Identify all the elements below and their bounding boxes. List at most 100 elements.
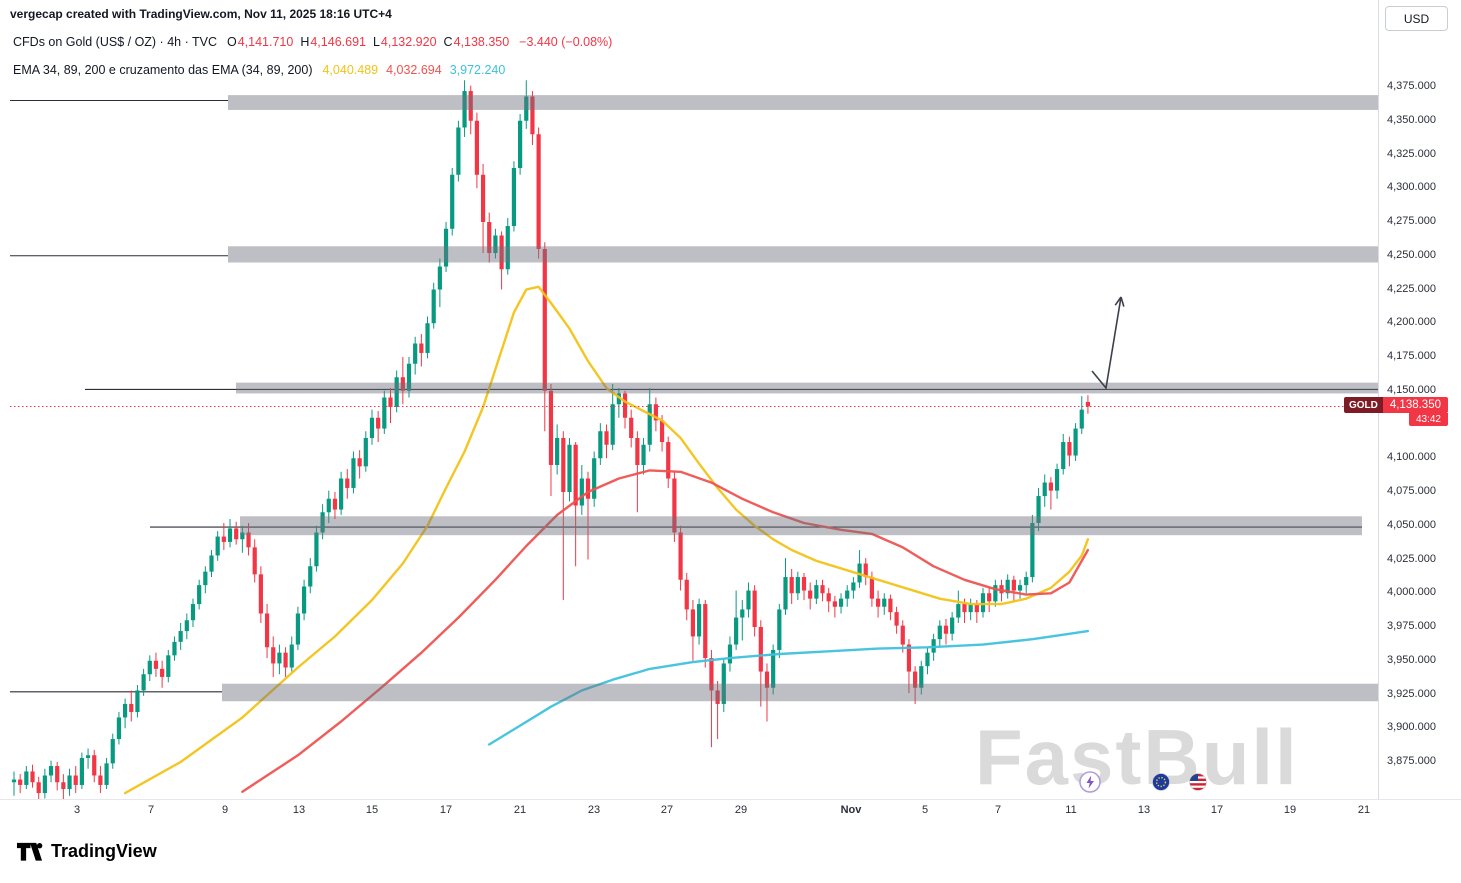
candle-body <box>209 555 214 572</box>
candle-body <box>419 343 424 353</box>
low-value: 4,132.920 <box>380 35 437 49</box>
candle-body <box>172 641 177 656</box>
candle-body <box>1036 496 1041 524</box>
candle-body <box>937 625 942 640</box>
open-value: 4,141.710 <box>237 35 294 49</box>
us-flag-event-icon[interactable] <box>1189 773 1207 791</box>
candle-body <box>919 666 924 688</box>
candle-body <box>629 417 634 438</box>
candle-body <box>227 528 233 542</box>
candle-body <box>592 458 597 499</box>
candle-body <box>437 266 442 290</box>
price-chip-row: GOLD 4,138.350 <box>1343 397 1448 414</box>
candle-body <box>518 120 523 168</box>
price-axis-label: 4,175.000 <box>1387 350 1436 362</box>
candle-body <box>906 644 912 672</box>
ema-200-line <box>488 629 1090 746</box>
candle-body <box>703 604 708 659</box>
candle-body <box>1048 482 1053 491</box>
eu-flag-event-icon[interactable] <box>1152 773 1170 791</box>
trend-arrow-annotation[interactable] <box>1091 296 1122 390</box>
supply-demand-zone[interactable] <box>228 246 1378 263</box>
candle-body <box>573 444 578 506</box>
candle-body <box>98 775 103 785</box>
candle-body <box>814 585 819 599</box>
ohlc-high: H4,146.691 <box>300 35 366 49</box>
ohlc-low: L4,132.920 <box>373 35 437 49</box>
time-axis-label: 13 <box>1137 804 1151 816</box>
candle-body <box>635 438 640 465</box>
price-axis-label: 4,250.000 <box>1387 248 1436 261</box>
candle-body <box>357 458 362 467</box>
candle-body <box>36 782 41 794</box>
price-axis-label: 4,000.000 <box>1387 586 1436 599</box>
indicator-legend: EMA 34, 89, 200 e cruzamento das EMA (34… <box>13 63 513 77</box>
candle-body <box>166 655 171 677</box>
ema34-value: 4,040.489 <box>322 63 379 77</box>
candle-body <box>888 598 893 613</box>
candle-body <box>1054 469 1060 491</box>
currency-usd-button[interactable]: USD <box>1385 6 1448 31</box>
lightning-event-icon[interactable] <box>1079 771 1101 793</box>
price-axis-label: 4,150.000 <box>1387 383 1436 396</box>
candle-body <box>746 590 751 610</box>
price-change: −3.440 (−0.08%) <box>519 35 613 49</box>
candle-body <box>425 323 430 353</box>
candle-body <box>363 438 368 467</box>
candle-body <box>801 577 807 591</box>
candle-body <box>524 96 529 121</box>
candle-body <box>900 625 905 645</box>
eu-stars-ring <box>1155 776 1167 788</box>
symbol-title[interactable]: CFDs on Gold (US$ / OZ) · 4h · TVC <box>13 35 217 49</box>
supply-demand-zone[interactable] <box>240 516 1362 536</box>
time-axis-label: 29 <box>734 804 748 816</box>
ohlc-close: C4,138.350 <box>444 35 510 49</box>
candle-body <box>974 604 979 613</box>
candle-body <box>339 478 344 510</box>
candle-body <box>894 612 899 626</box>
candle-body <box>376 417 381 429</box>
candle-body <box>406 363 412 391</box>
time-axis-label: 5 <box>921 804 929 816</box>
candle-body <box>783 577 788 610</box>
candle-body <box>678 532 683 580</box>
supply-demand-zone[interactable] <box>222 683 1378 702</box>
candle-body <box>135 690 140 713</box>
candle-body <box>215 536 220 556</box>
candle-body <box>740 609 745 618</box>
candle-body <box>234 528 239 540</box>
candle-body <box>73 775 78 785</box>
price-axis-label: 4,100.000 <box>1387 451 1436 464</box>
time-axis[interactable]: 3 7 9 13 15 17 21 23 27 29 Nov 5 7 11 13 17 19 21 <box>0 799 1461 826</box>
tradingview-brand-link[interactable]: TradingView <box>16 838 157 865</box>
time-axis-label: 13 <box>292 804 306 816</box>
candle-body <box>92 755 97 776</box>
candle-body <box>104 763 109 785</box>
indicator-title[interactable]: EMA 34, 89, 200 e cruzamento das EMA (34… <box>13 63 313 77</box>
candle-body <box>462 91 467 128</box>
supply-demand-zone[interactable] <box>228 95 1378 110</box>
time-axis-label: 19 <box>1283 804 1297 816</box>
open-label: O <box>226 35 237 49</box>
supply-demand-zone[interactable] <box>236 382 1378 394</box>
candle-body <box>659 420 665 443</box>
ohlc-open: O4,141.710 <box>227 35 293 49</box>
candle-body <box>18 779 23 785</box>
candle-body <box>875 598 881 607</box>
candle-body <box>314 532 319 567</box>
candle-body <box>308 566 313 587</box>
candle-body <box>771 649 776 688</box>
price-axis-label: 3,900.000 <box>1387 721 1436 734</box>
time-axis-label: 27 <box>660 804 674 816</box>
time-axis-label: 15 <box>365 804 379 816</box>
candle-body <box>1067 442 1072 456</box>
candle-body <box>962 604 967 613</box>
candle-body <box>622 393 628 418</box>
time-axis-label: 23 <box>587 804 601 816</box>
us-flag-outline <box>1189 773 1207 791</box>
candle-body <box>184 620 189 632</box>
candle-body <box>351 458 356 488</box>
fastbull-watermark: FastBull <box>975 713 1299 801</box>
candle-body <box>450 174 455 229</box>
